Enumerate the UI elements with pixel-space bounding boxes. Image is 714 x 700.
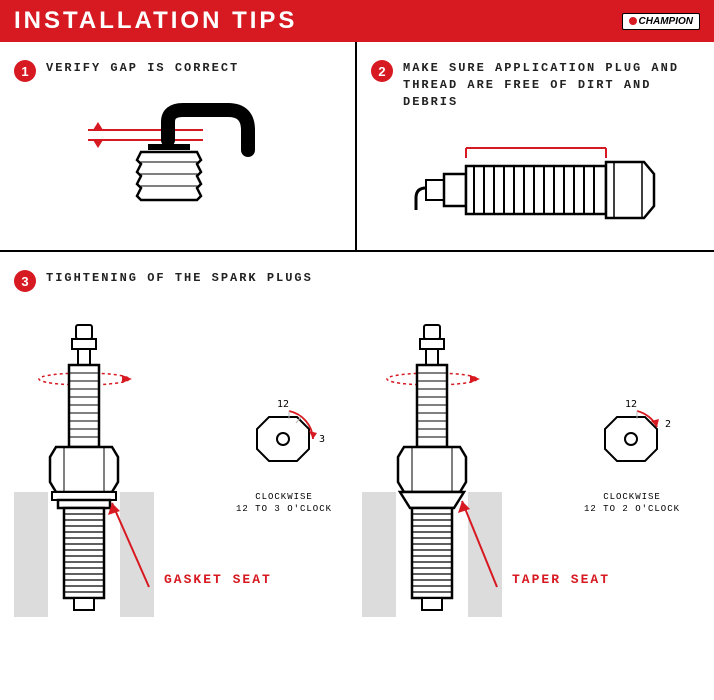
clock-side-label: 3 bbox=[319, 434, 325, 445]
gasket-clock: 12 3 CLOCKWISE 12 TO 3 O'CLOCK bbox=[236, 397, 332, 515]
step-3-panel: 3 TIGHTENING OF THE SPARK PLUGS bbox=[0, 252, 714, 635]
champion-logo: CHAMPION bbox=[622, 13, 700, 30]
taper-seat-column: 12 2 CLOCKWISE 12 TO 2 O'CLOCK TAPER SEA… bbox=[362, 307, 700, 617]
header-bar: INSTALLATION TIPS CHAMPION bbox=[0, 0, 714, 42]
step-1-head: 1 VERIFY GAP IS CORRECT bbox=[14, 60, 341, 82]
taper-plug-diagram bbox=[362, 317, 502, 617]
step-3-head: 3 TIGHTENING OF THE SPARK PLUGS bbox=[14, 270, 700, 292]
gasket-seat-column: 12 3 CLOCKWISE 12 TO 3 O'CLOCK GASKET SE… bbox=[14, 307, 352, 617]
gasket-clock-label: CLOCKWISE 12 TO 3 O'CLOCK bbox=[236, 492, 332, 515]
svg-text:2: 2 bbox=[665, 419, 671, 430]
step-1-panel: 1 VERIFY GAP IS CORRECT bbox=[0, 42, 357, 250]
svg-text:12: 12 bbox=[625, 399, 637, 410]
taper-seat-label: TAPER SEAT bbox=[512, 572, 610, 587]
step-2-num: 2 bbox=[371, 60, 393, 82]
plugs-row: 12 3 CLOCKWISE 12 TO 3 O'CLOCK GASKET SE… bbox=[14, 307, 700, 617]
gasket-seat-label: GASKET SEAT bbox=[164, 572, 272, 587]
step-2-panel: 2 MAKE SURE APPLICATION PLUG AND THREAD … bbox=[357, 42, 714, 250]
top-row: 1 VERIFY GAP IS CORRECT 2 MAKE SURE APPL… bbox=[0, 42, 714, 252]
step-1-num: 1 bbox=[14, 60, 36, 82]
thread-diagram bbox=[371, 120, 700, 250]
header-title: INSTALLATION TIPS bbox=[14, 7, 297, 35]
gap-diagram bbox=[14, 92, 341, 222]
taper-clock: 12 2 CLOCKWISE 12 TO 2 O'CLOCK bbox=[584, 397, 680, 515]
taper-clock-label: CLOCKWISE 12 TO 2 O'CLOCK bbox=[584, 492, 680, 515]
gasket-plug-diagram bbox=[14, 317, 154, 617]
clock-12-label: 12 bbox=[277, 399, 289, 410]
step-2-text: MAKE SURE APPLICATION PLUG AND THREAD AR… bbox=[403, 60, 700, 110]
step-2-head: 2 MAKE SURE APPLICATION PLUG AND THREAD … bbox=[371, 60, 700, 110]
step-3-text: TIGHTENING OF THE SPARK PLUGS bbox=[46, 270, 313, 287]
step-1-text: VERIFY GAP IS CORRECT bbox=[46, 60, 239, 77]
step-3-num: 3 bbox=[14, 270, 36, 292]
